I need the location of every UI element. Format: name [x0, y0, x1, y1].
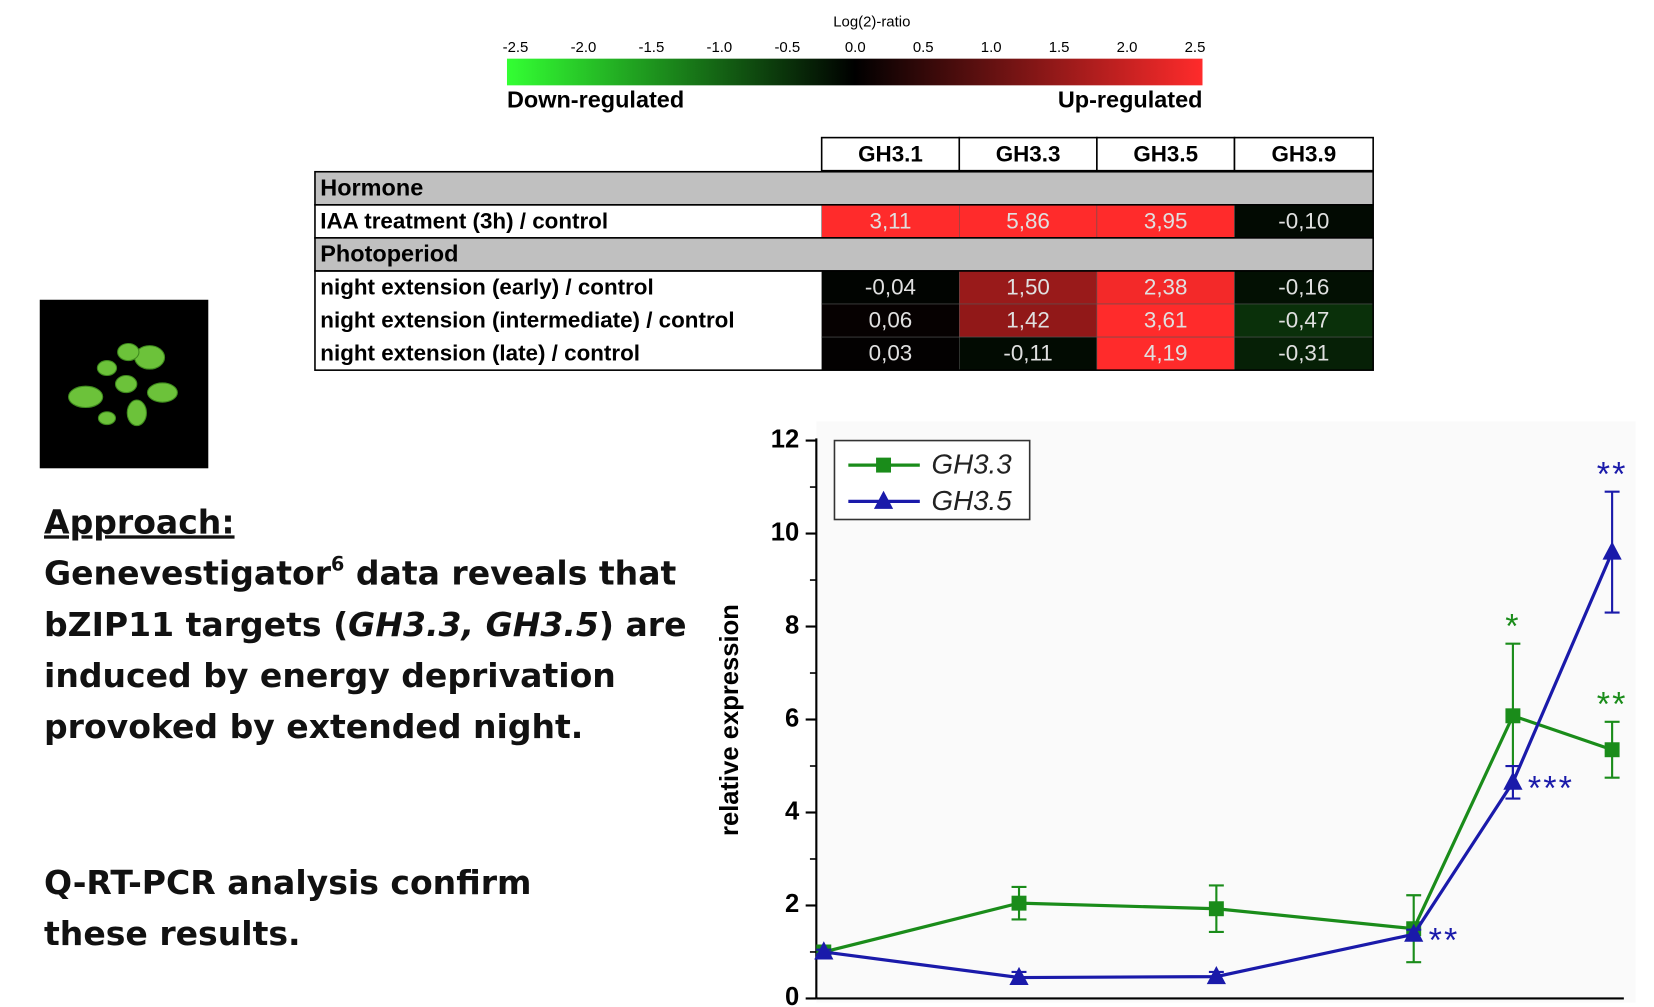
scale-low-label: Down-regulated: [507, 87, 684, 113]
scale-tick-label: 0.0: [845, 39, 866, 56]
approach-heading: Approach:: [44, 502, 235, 541]
text-line: induced by energy deprivation: [44, 656, 616, 695]
y-tick-label: 0: [785, 983, 799, 1007]
legend-label: GH3.3: [932, 448, 1013, 479]
y-tick-label: 2: [785, 890, 799, 918]
cell-value: 2,38: [1144, 274, 1188, 299]
scale-high-label: Up-regulated: [1058, 87, 1203, 113]
legend: GH3.3 GH3.5: [834, 441, 1029, 520]
scale-tick-label: 1.5: [1049, 39, 1070, 56]
significance-stars: **: [1597, 685, 1628, 723]
scale-tick-label: -0.5: [774, 39, 800, 56]
approach-text: Approach: Genevestigator6 data reveals t…: [44, 502, 687, 953]
y-tick-label: 10: [771, 518, 799, 546]
scale-tick-label: -1.5: [639, 39, 665, 56]
column-header: GH3.5: [1133, 142, 1198, 167]
section-title: Photoperiod: [320, 241, 458, 267]
y-tick-label: 8: [785, 611, 799, 639]
marker: [1209, 901, 1224, 916]
cell-value: 1,42: [1006, 308, 1050, 333]
scale-title: Log(2)-ratio: [833, 13, 910, 30]
column-header: GH3.1: [858, 142, 923, 167]
marker: [1012, 896, 1027, 911]
y-tick-label: 12: [771, 425, 799, 453]
cell-value: 4,19: [1144, 341, 1188, 366]
scale-tick-label: 1.0: [981, 39, 1002, 56]
cell-value: 3,95: [1144, 208, 1188, 233]
text-line: Q-RT-PCR analysis confirm: [44, 863, 531, 902]
cell-value: 1,50: [1006, 274, 1050, 299]
legend-marker: [876, 458, 891, 473]
y-tick-label: 4: [785, 797, 800, 825]
text-line: provoked by extended night.: [44, 707, 583, 746]
legend-label: GH3.5: [932, 485, 1013, 516]
section-title: Hormone: [320, 175, 423, 201]
superscript: 6: [331, 553, 344, 576]
text-line: these results.: [44, 914, 301, 953]
text-run: data reveals that: [344, 554, 676, 593]
y-tick-label: 6: [785, 704, 799, 732]
cell-value: -0,10: [1278, 208, 1329, 233]
cell-value: 3,11: [870, 208, 912, 233]
cell-value: -0,31: [1278, 341, 1329, 366]
significance-stars: ***: [1528, 769, 1574, 807]
column-header: GH3.3: [996, 142, 1061, 167]
row-label: night extension (early) / control: [320, 274, 653, 299]
text-run: Genevestigator: [44, 554, 332, 593]
color-scale-bar: [507, 59, 1203, 86]
scale-tick-label: -1.0: [707, 39, 733, 56]
scale-tick-label: 0.5: [913, 39, 934, 56]
scale-tick-label: 2.5: [1185, 39, 1206, 56]
cell-value: 0,03: [869, 341, 913, 366]
scale-tick-label: -2.5: [503, 39, 529, 56]
cell-value: 5,86: [1006, 208, 1050, 233]
significance-stars: *: [1505, 607, 1520, 645]
cell-value: -0,47: [1278, 308, 1329, 333]
column-header: GH3.9: [1271, 142, 1336, 167]
text-line: bZIP11 targets (GH3.3, GH3.5) are: [44, 605, 687, 644]
slide: Log(2)-ratio Down-regulated Up-regulated…: [0, 0, 1654, 1007]
cell-value: 0,06: [869, 308, 913, 333]
row-label: night extension (late) / control: [320, 341, 640, 366]
row-label: IAA treatment (3h) / control: [320, 208, 608, 233]
significance-stars: **: [1597, 455, 1628, 493]
y-axis-title: relative expression: [716, 604, 744, 836]
text-run: ) are: [599, 605, 687, 644]
plant-photo: [40, 300, 209, 469]
text-line: Genevestigator6 data reveals that: [44, 553, 676, 593]
cell-value: 3,61: [1144, 308, 1188, 333]
scale-tick-label: 2.0: [1117, 39, 1138, 56]
scale-tick-label: -2.0: [571, 39, 597, 56]
cell-value: -0,04: [865, 274, 916, 299]
marker: [1605, 742, 1620, 757]
section-header: [315, 238, 1373, 271]
section-header: [315, 172, 1373, 205]
text-run: bZIP11 targets (: [44, 605, 348, 644]
cell-value: -0,11: [1003, 341, 1052, 366]
cell-value: -0,16: [1278, 274, 1329, 299]
gene-names: GH3.3, GH3.5: [348, 605, 599, 644]
significance-stars: **: [1429, 921, 1460, 959]
row-label: night extension (intermediate) / control: [320, 308, 734, 333]
marker: [1505, 708, 1520, 723]
